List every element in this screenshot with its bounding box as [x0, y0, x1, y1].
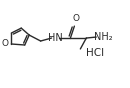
Text: NH₂: NH₂ — [94, 32, 112, 42]
Text: HCl: HCl — [86, 48, 104, 58]
Text: O: O — [72, 14, 79, 23]
Text: HN: HN — [48, 33, 63, 43]
Text: O: O — [1, 40, 8, 48]
